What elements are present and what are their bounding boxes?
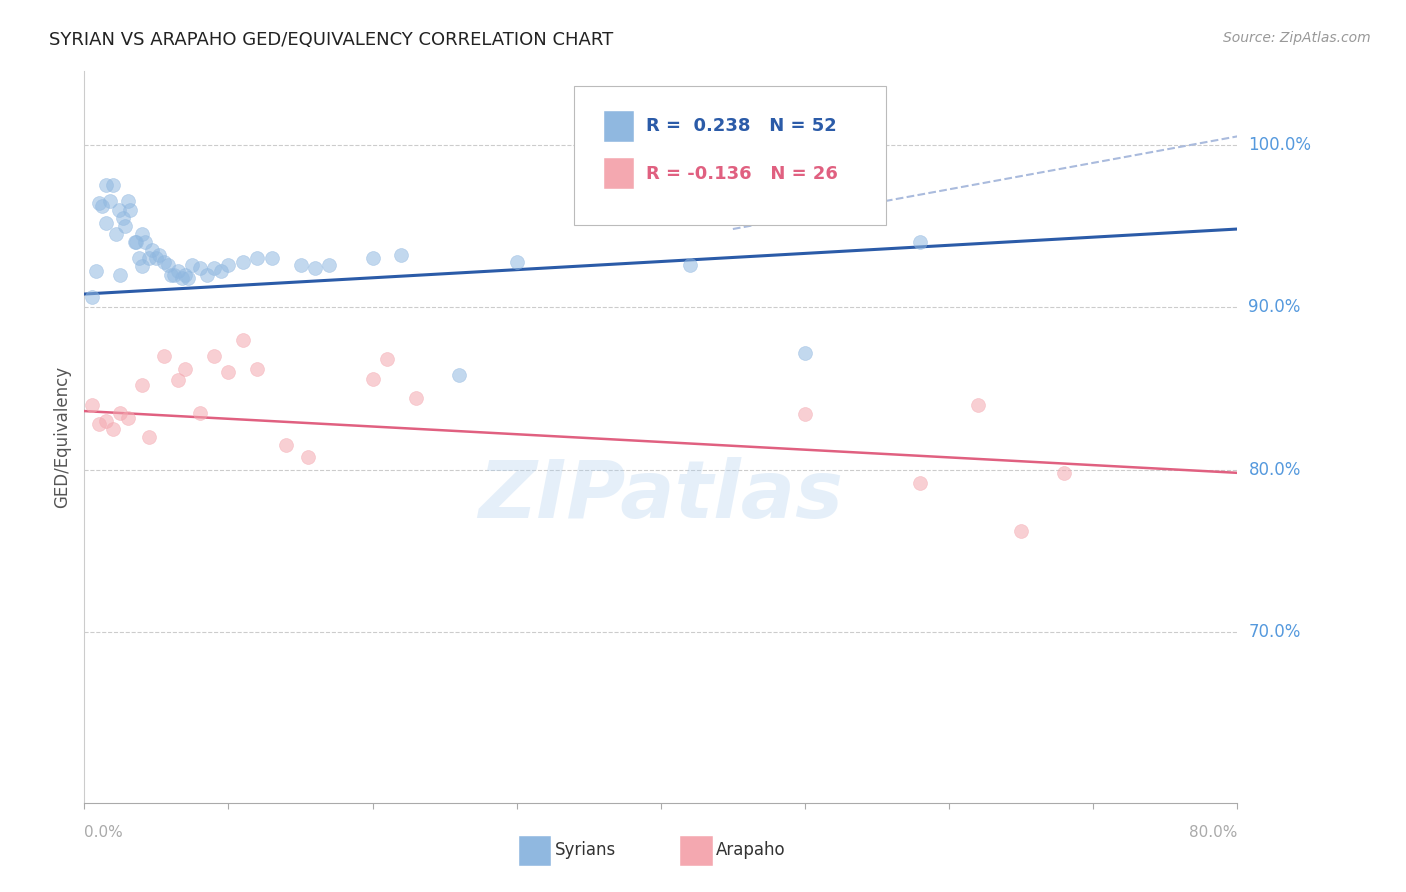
Point bbox=[80, 398, 103, 412]
Point bbox=[160, 268, 183, 282]
Point bbox=[84, 264, 107, 278]
Point bbox=[156, 258, 179, 272]
FancyBboxPatch shape bbox=[519, 836, 551, 866]
Point bbox=[103, 178, 124, 193]
Text: R = -0.136   N = 26: R = -0.136 N = 26 bbox=[645, 165, 838, 183]
Point bbox=[361, 252, 384, 266]
Point bbox=[202, 349, 225, 363]
Point bbox=[131, 260, 153, 274]
Point bbox=[152, 349, 174, 363]
Point bbox=[163, 268, 186, 282]
Point bbox=[1053, 466, 1076, 480]
Point bbox=[188, 406, 211, 420]
Point bbox=[117, 410, 139, 425]
Point bbox=[128, 252, 150, 266]
FancyBboxPatch shape bbox=[575, 86, 886, 225]
Point bbox=[449, 368, 471, 383]
Text: 90.0%: 90.0% bbox=[1249, 298, 1301, 316]
Point bbox=[131, 227, 153, 241]
Point bbox=[246, 361, 269, 376]
FancyBboxPatch shape bbox=[605, 111, 634, 142]
FancyBboxPatch shape bbox=[681, 836, 713, 866]
Point bbox=[260, 252, 283, 266]
Point bbox=[297, 450, 319, 464]
Point bbox=[177, 270, 200, 285]
Point bbox=[94, 178, 117, 193]
Point bbox=[103, 422, 124, 436]
Text: Arapaho: Arapaho bbox=[716, 841, 786, 859]
Point bbox=[679, 258, 702, 272]
Point bbox=[209, 264, 232, 278]
Point bbox=[218, 258, 240, 272]
Point bbox=[117, 194, 139, 209]
Point bbox=[152, 254, 174, 268]
Point bbox=[794, 407, 817, 421]
Point bbox=[131, 378, 153, 392]
Point bbox=[1010, 524, 1032, 539]
Point bbox=[167, 264, 190, 278]
Point bbox=[405, 391, 427, 405]
Point bbox=[290, 258, 312, 272]
Point bbox=[276, 438, 298, 452]
Point bbox=[304, 260, 326, 275]
Point bbox=[506, 254, 529, 268]
Point bbox=[94, 414, 117, 428]
Point bbox=[112, 211, 135, 225]
Point bbox=[87, 417, 110, 431]
Y-axis label: GED/Equivalency: GED/Equivalency bbox=[53, 366, 72, 508]
Point bbox=[246, 252, 269, 266]
Point bbox=[105, 227, 128, 241]
Text: Syrians: Syrians bbox=[555, 841, 616, 859]
Point bbox=[124, 235, 146, 249]
Text: 0.0%: 0.0% bbox=[84, 825, 124, 839]
Point bbox=[195, 268, 218, 282]
Text: SYRIAN VS ARAPAHO GED/EQUIVALENCY CORRELATION CHART: SYRIAN VS ARAPAHO GED/EQUIVALENCY CORREL… bbox=[49, 31, 613, 49]
Point bbox=[910, 235, 932, 249]
Point bbox=[910, 475, 932, 490]
Point bbox=[125, 235, 148, 249]
Text: Source: ZipAtlas.com: Source: ZipAtlas.com bbox=[1223, 31, 1371, 45]
Point bbox=[145, 252, 167, 266]
Point bbox=[375, 352, 398, 367]
Point bbox=[90, 199, 112, 213]
Point bbox=[138, 430, 160, 444]
Point bbox=[391, 248, 413, 262]
Point bbox=[98, 194, 121, 209]
Point bbox=[232, 254, 254, 268]
Point bbox=[174, 268, 197, 282]
Point bbox=[218, 365, 240, 379]
Point bbox=[174, 361, 197, 376]
Point bbox=[108, 202, 131, 217]
Point bbox=[110, 268, 132, 282]
Point bbox=[167, 373, 190, 387]
Point bbox=[318, 258, 340, 272]
Point bbox=[967, 398, 990, 412]
Text: 80.0%: 80.0% bbox=[1189, 825, 1237, 839]
Point bbox=[134, 235, 156, 249]
Point bbox=[181, 258, 204, 272]
Point bbox=[148, 248, 170, 262]
Point bbox=[172, 270, 194, 285]
Text: 70.0%: 70.0% bbox=[1249, 624, 1301, 641]
Point bbox=[114, 219, 136, 233]
Point bbox=[188, 260, 211, 275]
Point bbox=[110, 406, 132, 420]
Point bbox=[202, 260, 225, 275]
Text: 80.0%: 80.0% bbox=[1249, 460, 1301, 479]
FancyBboxPatch shape bbox=[605, 159, 634, 189]
Point bbox=[138, 252, 160, 266]
Text: ZIPatlas: ZIPatlas bbox=[478, 457, 844, 534]
Point bbox=[87, 196, 110, 211]
Point bbox=[94, 215, 117, 229]
Point bbox=[80, 290, 103, 304]
Point bbox=[141, 243, 163, 257]
Point bbox=[232, 333, 254, 347]
Point bbox=[361, 371, 384, 385]
Point bbox=[120, 202, 142, 217]
Point bbox=[794, 345, 817, 359]
Text: 100.0%: 100.0% bbox=[1249, 136, 1312, 153]
Text: R =  0.238   N = 52: R = 0.238 N = 52 bbox=[645, 117, 837, 136]
